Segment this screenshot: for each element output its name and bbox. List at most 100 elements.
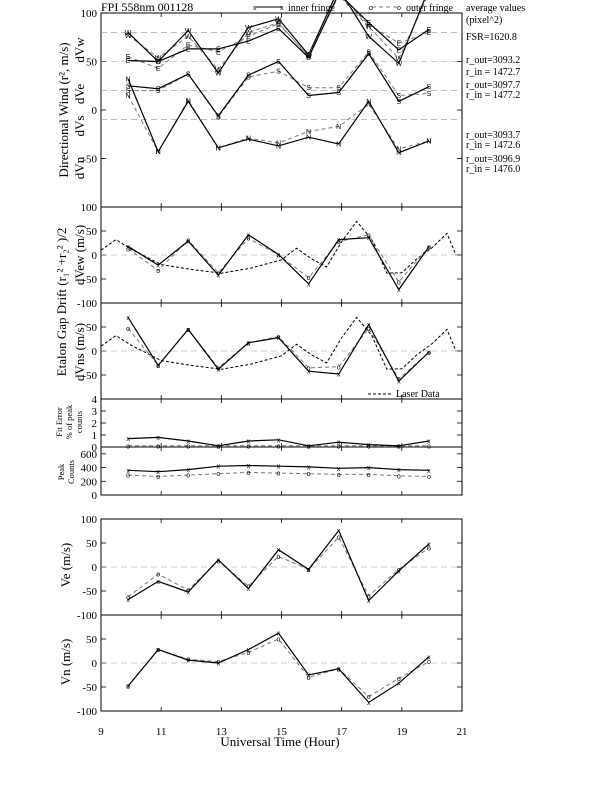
ytick-label-Vn--50: -50 xyxy=(82,682,97,694)
ytick-label-dVns-50: 50 xyxy=(86,322,98,334)
marker-inner-dVew-10: x xyxy=(427,244,431,251)
marker-inner-dVe-9: E xyxy=(396,47,401,54)
marker-outer-dVs-7: S xyxy=(336,85,341,92)
marker-inner-Vn-4: x xyxy=(247,647,251,654)
marker-outer-Ve-6: o xyxy=(307,567,311,574)
marker-inner-dVew-7: x xyxy=(337,237,341,244)
ytick-label-peak_counts-200: 200 xyxy=(81,476,98,488)
marker-outer-Vn-9: o xyxy=(397,676,401,683)
marker-inner-dVns-9: x xyxy=(397,379,401,386)
marker-outer-dVe-0: E xyxy=(126,54,131,61)
marker-inner-dVw-5: W xyxy=(275,16,282,23)
marker-outer-Vn-8: o xyxy=(367,694,371,701)
marker-inner-dVs-8: S xyxy=(366,51,371,58)
marker-inner-dVns-1: x xyxy=(156,363,160,370)
marker-outer-dVn-6: N xyxy=(306,129,311,136)
marker-outer-dVw-8: W xyxy=(365,24,372,31)
ytick-label-fit_error-3: 3 xyxy=(92,406,98,418)
marker-inner-dVn-10: N xyxy=(426,139,431,146)
marker-outer-dVns-7: o xyxy=(337,364,341,371)
marker-inner-dVe-8: E xyxy=(366,20,371,27)
marker-outer-dVew-10: o xyxy=(427,244,431,251)
marker-outer-Vn-5: o xyxy=(277,637,281,644)
marker-outer-dVn-10: N xyxy=(426,139,431,146)
marker-outer-dVw-0: W xyxy=(125,33,132,40)
marker-inner-fit_error-4: x xyxy=(247,439,251,446)
marker-outer-dVw-9: W xyxy=(396,56,403,63)
marker-outer-dVns-9: o xyxy=(397,376,401,383)
annotation-3-rin: r_in = 1472.6 xyxy=(466,140,520,151)
marker-inner-peak_counts-2: x xyxy=(186,467,190,474)
ytick-label-directional-100: 100 xyxy=(81,8,98,20)
marker-inner-Vn-5: x xyxy=(277,631,281,638)
marker-inner-dVs-0: S xyxy=(126,83,131,90)
marker-outer-dVn-9: N xyxy=(396,146,401,153)
ytick-label-dVns-0: 0 xyxy=(92,346,98,358)
marker-inner-Ve-7: x xyxy=(337,528,341,535)
marker-outer-Ve-1: o xyxy=(156,572,160,579)
marker-outer-dVew-9: o xyxy=(397,279,401,286)
marker-inner-Vn-3: x xyxy=(217,661,221,668)
marker-inner-dVe-10: E xyxy=(427,27,432,34)
ve-label: Ve (m/s) xyxy=(58,543,73,587)
marker-inner-Ve-3: x xyxy=(217,557,221,564)
marker-inner-dVs-1: S xyxy=(156,86,161,93)
marker-outer-dVw-2: W xyxy=(185,34,192,41)
marker-outer-Vn-4: o xyxy=(246,650,250,657)
marker-inner-Vn-2: x xyxy=(186,658,190,665)
xtick-label-13: 13 xyxy=(216,726,228,738)
marker-inner-Vn-6: x xyxy=(307,673,311,680)
marker-inner-dVns-8: x xyxy=(367,322,371,329)
average-units-label: (pixel^2) xyxy=(466,15,502,26)
annotation-2-rin: r_in = 1477.2 xyxy=(466,90,520,101)
marker-outer-dVn-5: N xyxy=(276,140,281,147)
marker-inner-dVe-5: E xyxy=(276,26,281,33)
marker-outer-dVns-1: o xyxy=(156,363,160,370)
marker-inner-Ve-0: x xyxy=(126,597,130,604)
laser-legend-label: Laser Data xyxy=(396,389,440,400)
marker-outer-Vn-0: o xyxy=(126,684,130,691)
legend-outer-marker-b: o xyxy=(397,5,401,12)
marker-inner-dVe-2: E xyxy=(186,46,191,53)
marker-inner-peak_counts-5: x xyxy=(277,464,281,471)
marker-outer-dVs-4: S xyxy=(246,75,251,82)
marker-outer-dVs-3: S xyxy=(216,114,221,121)
ytick-label-Vn-0: 0 xyxy=(92,658,98,670)
marker-inner-Vn-7: x xyxy=(337,666,341,673)
marker-outer-dVe-8: E xyxy=(366,22,371,29)
marker-inner-dVe-4: E xyxy=(246,39,251,46)
marker-outer-Ve-4: o xyxy=(246,584,250,591)
marker-inner-dVn-9: N xyxy=(396,150,401,157)
marker-outer-dVew-0: o xyxy=(126,246,130,253)
chart-title: FPI 558nm 001128 xyxy=(101,0,193,14)
marker-inner-Ve-4: x xyxy=(247,586,251,593)
marker-inner-dVw-8: W xyxy=(365,34,372,41)
marker-inner-dVew-9: x xyxy=(397,287,401,294)
series-inner-dVe xyxy=(128,0,430,63)
marker-outer-Ve-3: o xyxy=(216,558,220,565)
series-outer-dVw xyxy=(127,0,427,71)
laser-series-dVns xyxy=(100,316,457,370)
marker-inner-Vn-8: x xyxy=(367,700,371,707)
marker-outer-dVe-9: E xyxy=(396,41,401,48)
marker-outer-dVe-4: E xyxy=(246,34,251,41)
marker-outer-dVns-6: o xyxy=(307,365,311,372)
marker-inner-dVs-2: S xyxy=(186,72,191,79)
dVw-label: dVw xyxy=(72,37,87,63)
marker-outer-dVs-10: S xyxy=(427,91,432,98)
series-inner-peak_counts xyxy=(128,464,429,473)
marker-inner-fit_error-2: x xyxy=(186,439,190,446)
annotation-3-rout: r_out=3093.7 xyxy=(466,130,520,141)
marker-inner-dVs-3: S xyxy=(216,113,221,120)
marker-inner-dVw-3: W xyxy=(215,71,222,78)
peak-counts-sub: Counts xyxy=(66,460,76,484)
vn-label: Vn (m/s) xyxy=(58,639,73,686)
marker-outer-dVs-6: S xyxy=(306,85,311,92)
marker-inner-dVn-2: N xyxy=(186,99,191,106)
marker-inner-dVn-0: N xyxy=(126,76,131,83)
marker-inner-dVs-4: S xyxy=(246,73,251,80)
ytick-label-Ve-100: 100 xyxy=(81,514,98,526)
annotation-4-rin: r_in = 1476.0 xyxy=(466,164,520,175)
annotation-1-rin: r_in = 1472.7 xyxy=(466,67,520,78)
directional-wind-label: Directional Wind (r², m/s) xyxy=(56,42,71,177)
